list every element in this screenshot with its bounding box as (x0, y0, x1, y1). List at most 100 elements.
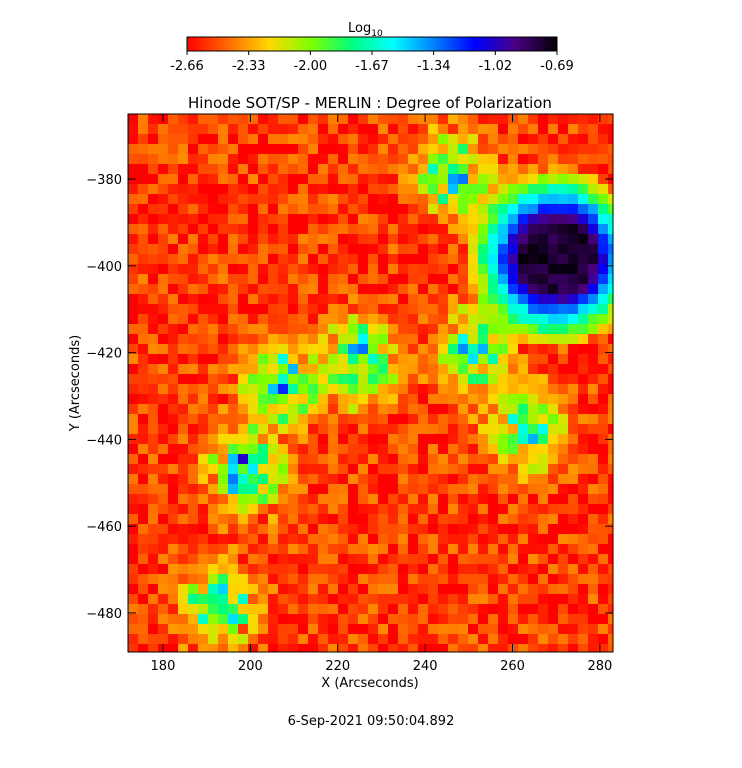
heatmap-cell (198, 564, 208, 574)
heatmap-cell (328, 514, 338, 524)
heatmap-cell (148, 334, 158, 344)
heatmap-cell (568, 384, 578, 394)
heatmap-cell (588, 134, 598, 144)
heatmap-cell (548, 304, 558, 314)
heatmap-cell (538, 214, 548, 224)
heatmap-cell (558, 524, 568, 534)
heatmap-cell (308, 574, 318, 584)
heatmap-cell (128, 594, 138, 604)
heatmap-cell (288, 434, 298, 444)
heatmap-cell (398, 544, 408, 554)
heatmap-cell (598, 244, 608, 254)
heatmap-cell (218, 554, 228, 564)
heatmap-cell (568, 304, 578, 314)
heatmap-cell (598, 494, 608, 504)
heatmap-cell (558, 214, 568, 224)
heatmap-cell (258, 244, 268, 254)
heatmap-cell (508, 224, 518, 234)
heatmap-cell (278, 214, 288, 224)
heatmap-cell (458, 594, 468, 604)
heatmap-cell (298, 294, 308, 304)
heatmap-cell (448, 384, 458, 394)
heatmap-cell (378, 114, 388, 124)
heatmap-cell (328, 114, 338, 124)
heatmap-cell (598, 424, 608, 434)
heatmap-cell (508, 244, 518, 254)
heatmap-cell (378, 184, 388, 194)
heatmap-cell (578, 244, 588, 254)
heatmap-cell (198, 124, 208, 134)
heatmap-cell (268, 294, 278, 304)
heatmap-cell (478, 134, 488, 144)
heatmap-cell (548, 464, 558, 474)
heatmap-cell (228, 314, 238, 324)
heatmap-cell (328, 274, 338, 284)
heatmap-cell (258, 564, 268, 574)
heatmap-cell (608, 354, 613, 364)
heatmap-cell (248, 274, 258, 284)
heatmap-cell (498, 164, 508, 174)
heatmap-cell (398, 224, 408, 234)
heatmap-cell (418, 354, 428, 364)
heatmap-cell (268, 124, 278, 134)
heatmap-cell (428, 564, 438, 574)
heatmap-cell (318, 484, 328, 494)
heatmap-cell (128, 504, 138, 514)
heatmap-cell (158, 394, 168, 404)
heatmap-cell (478, 524, 488, 534)
heatmap-cell (388, 314, 398, 324)
heatmap-cell (608, 144, 613, 154)
y-tick-label: −480 (86, 607, 122, 622)
heatmap-cell (228, 154, 238, 164)
heatmap-cell (608, 324, 613, 334)
heatmap-cell (288, 224, 298, 234)
heatmap-cell (268, 284, 278, 294)
heatmap-cell (328, 444, 338, 454)
heatmap-cell (378, 494, 388, 504)
heatmap-cell (278, 614, 288, 624)
heatmap-cell (308, 424, 318, 434)
heatmap-cell (318, 524, 328, 534)
heatmap-cell (238, 364, 248, 374)
heatmap-cell (528, 244, 538, 254)
heatmap-cell (398, 434, 408, 444)
heatmap-cell (278, 384, 288, 394)
heatmap-cell (268, 244, 278, 254)
heatmap-cell (578, 354, 588, 364)
heatmap-cell (558, 634, 568, 644)
heatmap-cell (508, 514, 518, 524)
heatmap-cell (538, 234, 548, 244)
heatmap-cell (218, 544, 228, 554)
heatmap-cell (438, 484, 448, 494)
heatmap-cell (548, 204, 558, 214)
heatmap-cell (468, 314, 478, 324)
heatmap-cell (588, 284, 598, 294)
heatmap-cell (188, 354, 198, 364)
heatmap-cell (278, 554, 288, 564)
heatmap-cell (458, 614, 468, 624)
heatmap-cell (168, 504, 178, 514)
heatmap-cell (598, 124, 608, 134)
heatmap-cell (488, 244, 498, 254)
heatmap-cell (448, 534, 458, 544)
heatmap-cell (448, 524, 458, 534)
heatmap-cell (438, 364, 448, 374)
heatmap-cell (328, 384, 338, 394)
heatmap-cell (138, 364, 148, 374)
heatmap-cell (608, 384, 613, 394)
heatmap-cell (528, 184, 538, 194)
heatmap-cell (138, 394, 148, 404)
heatmap-cell (408, 424, 418, 434)
heatmap-cell (288, 214, 298, 224)
heatmap-cell (578, 214, 588, 224)
heatmap-cell (438, 614, 448, 624)
heatmap-cell (298, 384, 308, 394)
heatmap-cell (168, 624, 178, 634)
heatmap-cell (128, 294, 138, 304)
heatmap-cell (468, 424, 478, 434)
heatmap-cell (448, 324, 458, 334)
heatmap-cell (288, 374, 298, 384)
heatmap-cell (548, 504, 558, 514)
heatmap-cell (378, 194, 388, 204)
heatmap-cell (178, 624, 188, 634)
